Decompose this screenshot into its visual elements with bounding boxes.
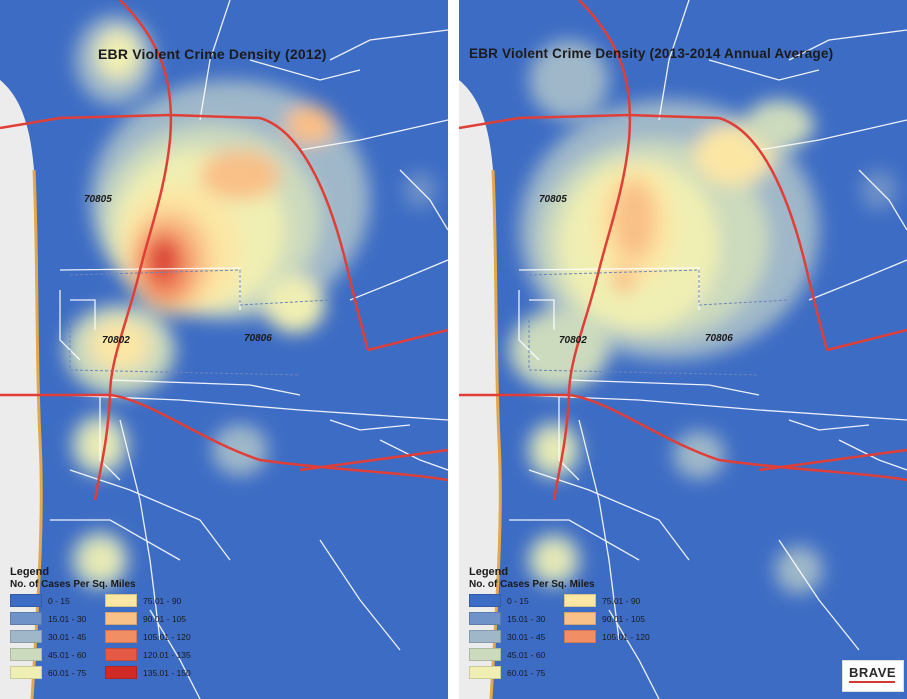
- legend-swatch: [564, 594, 596, 607]
- legend-swatch: [469, 648, 501, 661]
- brave-logo: BRAVE: [842, 660, 904, 692]
- map-legend: Legend No. of Cases Per Sq. Miles 0 - 15…: [469, 566, 729, 694]
- legend-label: 120.01 - 135: [143, 649, 191, 660]
- legend-swatch: [105, 612, 137, 625]
- legend-swatch: [469, 630, 501, 643]
- legend-label: 60.01 - 75: [507, 667, 546, 678]
- legend-subtitle: No. of Cases Per Sq. Miles: [469, 579, 595, 590]
- legend-title: Legend: [10, 566, 50, 578]
- legend-item: 135.01 - 150: [105, 666, 191, 679]
- map-panel-2013-2014: EBR Violent Crime Density (2013-2014 Ann…: [459, 0, 907, 699]
- legend-classes: 0 - 15 15.01 - 30 30.01 - 45 45.01 - 60 60.0…: [10, 594, 270, 694]
- legend-item: 60.01 - 75: [469, 666, 545, 679]
- legend-label: 15.01 - 30: [507, 613, 546, 624]
- zip-label-70806: 70806: [705, 333, 733, 344]
- legend-label: 60.01 - 75: [48, 667, 87, 678]
- logo-underline: [849, 681, 895, 683]
- map-panel-2012: EBR Violent Crime Density (2012) 70805 7…: [0, 0, 448, 699]
- river-area: [459, 80, 501, 699]
- legend-label: 75.01 - 90: [143, 595, 182, 606]
- legend-swatch: [10, 594, 42, 607]
- density-surface: [509, 40, 897, 594]
- legend-label: 30.01 - 45: [48, 631, 87, 642]
- legend-label: 105.01 - 120: [602, 631, 650, 642]
- legend-label: 45.01 - 60: [507, 649, 546, 660]
- zip-label-70802: 70802: [102, 335, 130, 346]
- legend-swatch: [469, 594, 501, 607]
- legend-swatch: [105, 666, 137, 679]
- density-map-2012: [0, 0, 448, 699]
- legend-label: 15.01 - 30: [48, 613, 87, 624]
- legend-item: 60.01 - 75: [10, 666, 86, 679]
- legend-label: 90.01 - 105: [143, 613, 187, 624]
- map-legend: Legend No. of Cases Per Sq. Miles 0 - 15…: [10, 566, 270, 694]
- legend-label: 135.01 - 150: [143, 667, 191, 678]
- zip-label-70806: 70806: [244, 333, 272, 344]
- legend-swatch: [10, 648, 42, 661]
- legend-title: Legend: [469, 566, 509, 578]
- panel-divider: [448, 0, 459, 699]
- zip-label-70805: 70805: [539, 194, 567, 205]
- legend-item: 105.01 - 120: [105, 630, 191, 643]
- legend-swatch: [469, 666, 501, 679]
- legend-swatch: [564, 612, 596, 625]
- legend-label: 0 - 15: [48, 595, 70, 606]
- legend-label: 0 - 15: [507, 595, 529, 606]
- legend-swatch: [469, 612, 501, 625]
- density-map-2013-2014: [459, 0, 907, 699]
- logo-text: BRAVE: [849, 665, 897, 680]
- legend-swatch: [564, 630, 596, 643]
- legend-label: 90.01 - 105: [602, 613, 646, 624]
- legend-item: 0 - 15: [10, 594, 70, 607]
- legend-label: 105.01 - 120: [143, 631, 191, 642]
- legend-subtitle: No. of Cases Per Sq. Miles: [10, 579, 136, 590]
- legend-label: 45.01 - 60: [48, 649, 87, 660]
- legend-item: 15.01 - 30: [469, 612, 545, 625]
- highways: [459, 0, 907, 501]
- legend-item: 15.01 - 30: [10, 612, 86, 625]
- density-surface: [65, 15, 436, 588]
- zip-boundaries: [69, 269, 331, 376]
- river-area: [0, 80, 42, 699]
- map-title: EBR Violent Crime Density (2012): [98, 46, 327, 62]
- legend-swatch: [105, 594, 137, 607]
- street-network: [509, 0, 907, 699]
- legend-label: 75.01 - 90: [602, 595, 641, 606]
- legend-swatch: [10, 666, 42, 679]
- legend-item: 30.01 - 45: [469, 630, 545, 643]
- legend-swatch: [10, 612, 42, 625]
- legend-swatch: [105, 630, 137, 643]
- legend-item: 45.01 - 60: [10, 648, 86, 661]
- legend-item: 120.01 - 135: [105, 648, 191, 661]
- legend-item: 0 - 15: [469, 594, 529, 607]
- legend-item: 75.01 - 90: [105, 594, 181, 607]
- legend-swatch: [10, 630, 42, 643]
- map-title: EBR Violent Crime Density (2013-2014 Ann…: [469, 46, 834, 61]
- legend-item: 75.01 - 90: [564, 594, 640, 607]
- highways: [0, 0, 448, 501]
- legend-item: 105.01 - 120: [564, 630, 650, 643]
- legend-item: 90.01 - 105: [105, 612, 186, 625]
- zip-label-70802: 70802: [559, 335, 587, 346]
- legend-classes: 0 - 15 15.01 - 30 30.01 - 45 45.01 - 60 60.0…: [469, 594, 729, 694]
- legend-swatch: [105, 648, 137, 661]
- zip-boundaries: [528, 269, 790, 376]
- legend-item: 30.01 - 45: [10, 630, 86, 643]
- legend-item: 90.01 - 105: [564, 612, 645, 625]
- legend-label: 30.01 - 45: [507, 631, 546, 642]
- legend-item: 45.01 - 60: [469, 648, 545, 661]
- zip-label-70805: 70805: [84, 194, 112, 205]
